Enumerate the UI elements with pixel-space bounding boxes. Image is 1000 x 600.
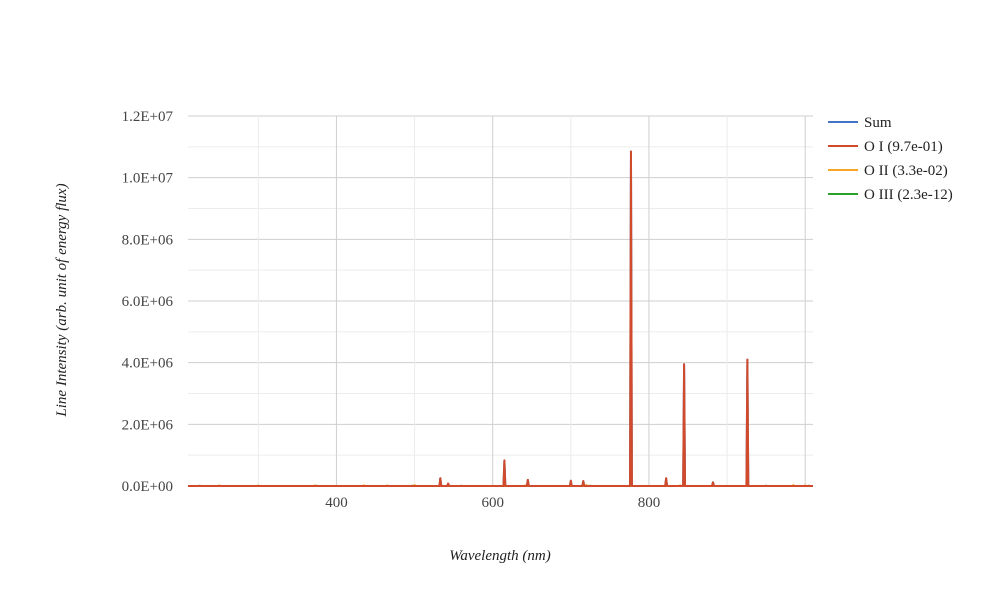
series-line-sum bbox=[188, 150, 813, 487]
grid bbox=[188, 115, 813, 487]
legend-entry: Sum bbox=[864, 115, 892, 131]
y-tick-label: 1.2E+07 bbox=[122, 109, 174, 125]
x-axis-ticks: 400 600 800 bbox=[325, 495, 660, 511]
x-axis-title: Wavelength (nm) bbox=[449, 548, 551, 564]
legend-entry: O III (2.3e-12) bbox=[864, 187, 953, 203]
y-axis-title: Line Intensity (arb. unit of energy flux… bbox=[54, 183, 70, 417]
x-tick-label: 600 bbox=[481, 495, 504, 511]
x-tick-label: 400 bbox=[325, 495, 348, 511]
series-line-o-i bbox=[188, 150, 813, 487]
y-tick-label: 2.0E+06 bbox=[122, 417, 174, 433]
y-tick-label: 4.0E+06 bbox=[122, 356, 174, 372]
x-tick-label: 800 bbox=[638, 495, 661, 511]
legend: Sum O I (9.7e-01) O II (3.3e-02) O III (2.3… bbox=[828, 115, 953, 203]
y-tick-label: 0.0E+00 bbox=[122, 479, 173, 495]
y-tick-label: 6.0E+06 bbox=[122, 294, 174, 310]
y-tick-label: 1.0E+07 bbox=[122, 171, 174, 187]
y-axis-ticks: 0.0E+00 2.0E+06 4.0E+06 6.0E+06 8.0E+06 1.0E+… bbox=[122, 109, 174, 495]
legend-entry: O I (9.7e-01) bbox=[864, 139, 943, 155]
y-tick-label: 8.0E+06 bbox=[122, 232, 174, 248]
series-group bbox=[188, 150, 813, 487]
legend-entry: O II (3.3e-02) bbox=[864, 163, 948, 179]
